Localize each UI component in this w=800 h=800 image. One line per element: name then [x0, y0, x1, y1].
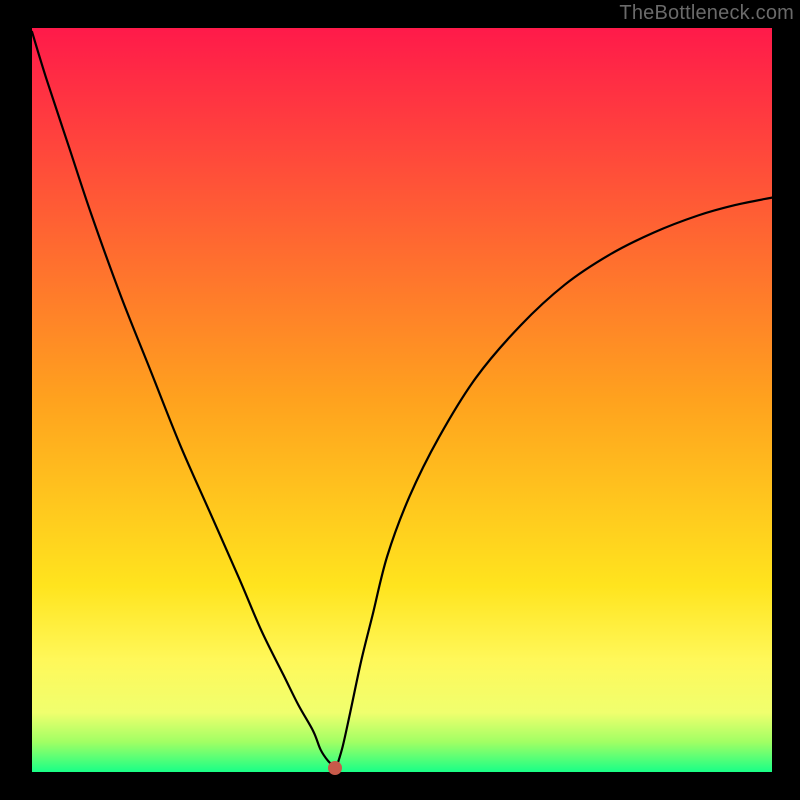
watermark-text: TheBottleneck.com [619, 2, 794, 25]
curve-right-branch [337, 198, 772, 766]
bottleneck-curve [32, 28, 772, 772]
plot-area [32, 28, 772, 772]
minimum-marker [328, 761, 342, 775]
curve-left-branch [32, 32, 334, 766]
chart-canvas: TheBottleneck.com [0, 0, 800, 800]
